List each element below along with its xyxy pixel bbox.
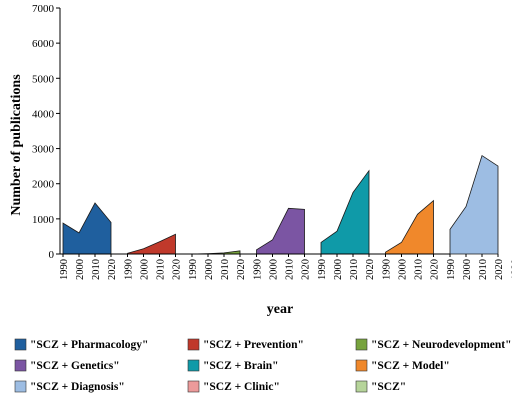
y-tick-label: 3000 bbox=[32, 144, 55, 156]
legend-swatch bbox=[187, 380, 200, 393]
y-tick-label: 1000 bbox=[32, 214, 55, 226]
legend-label: "SCZ" bbox=[371, 381, 406, 393]
legend-swatch bbox=[355, 359, 368, 372]
x-tick-label: 2000 bbox=[333, 259, 344, 280]
y-tick-label: 0 bbox=[49, 249, 55, 261]
x-tick-label: 2010 bbox=[414, 259, 425, 280]
x-tick-label: 2010 bbox=[220, 259, 231, 280]
x-tick-label: 1990 bbox=[124, 259, 135, 280]
y-tick-label: 5000 bbox=[32, 73, 55, 85]
legend-label: "SCZ + Prevention" bbox=[203, 339, 304, 351]
x-tick-label: 1990 bbox=[253, 259, 264, 280]
x-tick-label: 1990 bbox=[317, 259, 328, 280]
x-tick-label: 2020 bbox=[236, 259, 247, 280]
x-tick-label: 2020 bbox=[430, 259, 441, 280]
plot-areas bbox=[62, 154, 499, 255]
legend-swatch bbox=[355, 338, 368, 351]
series-area bbox=[320, 169, 370, 255]
x-tick-label: 2010 bbox=[156, 259, 167, 280]
legend-swatch bbox=[187, 359, 200, 372]
series-area bbox=[62, 202, 112, 255]
legend-label: "SCZ + Pharmacology" bbox=[30, 339, 148, 351]
x-tick-label: 1990 bbox=[382, 259, 393, 280]
legend-label: "SCZ + Diagnosis" bbox=[30, 381, 125, 393]
x-tick-label: 2000 bbox=[462, 259, 473, 280]
x-tick-label: 1990 bbox=[446, 259, 457, 280]
x-tick-label: 2000 bbox=[204, 259, 215, 280]
legend-swatch bbox=[14, 338, 27, 351]
x-tick-label: 2020 bbox=[494, 259, 505, 280]
x-tick-label: 2010 bbox=[349, 259, 360, 280]
legend-label: "SCZ + Clinic" bbox=[203, 381, 280, 393]
legend-label: "SCZ + Model" bbox=[371, 360, 450, 372]
legend-swatch bbox=[14, 380, 27, 393]
series-area bbox=[385, 199, 434, 255]
x-tick-label: 2020 bbox=[107, 259, 118, 280]
x-tick-label: 2020 bbox=[172, 259, 183, 280]
legend-label: "SCZ + Neurodevelopment" bbox=[371, 339, 512, 351]
x-tick-label: 2010 bbox=[91, 259, 102, 280]
x-tick-label: 2020 bbox=[301, 259, 312, 280]
y-tick-label: 2000 bbox=[32, 179, 55, 191]
x-tick-label: 2000 bbox=[398, 259, 409, 280]
legend: "SCZ + Pharmacology" "SCZ + Prevention" "S… bbox=[14, 338, 512, 393]
y-tick-label: 6000 bbox=[32, 38, 55, 50]
y-axis: 0 1000 2000 3000 4000 5000 6000 7000 bbox=[32, 3, 61, 261]
x-tick-label: 1990 bbox=[511, 259, 512, 280]
series-area bbox=[256, 207, 305, 255]
series-area bbox=[449, 154, 499, 255]
x-tick-label: 2020 bbox=[365, 259, 376, 280]
x-axis: 1990 2000 2010 2020 1990 2000 2010 2020 1990 2000… bbox=[59, 253, 512, 280]
legend-label: "SCZ + Genetics" bbox=[30, 360, 120, 372]
x-axis-label: year bbox=[267, 302, 293, 317]
x-tick-label: 1990 bbox=[188, 259, 199, 280]
x-tick-label: 2000 bbox=[75, 259, 86, 280]
x-tick-label: 2010 bbox=[285, 259, 296, 280]
x-tick-label: 2000 bbox=[140, 259, 151, 280]
legend-swatch bbox=[14, 359, 27, 372]
legend-swatch bbox=[187, 338, 200, 351]
series-area bbox=[127, 233, 176, 255]
x-tick-label: 2010 bbox=[478, 259, 489, 280]
legend-label: "SCZ + Brain" bbox=[203, 360, 279, 372]
x-tick-label: 2000 bbox=[269, 259, 280, 280]
y-tick-label: 7000 bbox=[32, 3, 55, 15]
y-tick-label: 4000 bbox=[32, 108, 55, 120]
x-tick-label: 1990 bbox=[59, 259, 70, 280]
legend-swatch bbox=[355, 380, 368, 393]
y-axis-label: Number of publications bbox=[9, 74, 24, 216]
